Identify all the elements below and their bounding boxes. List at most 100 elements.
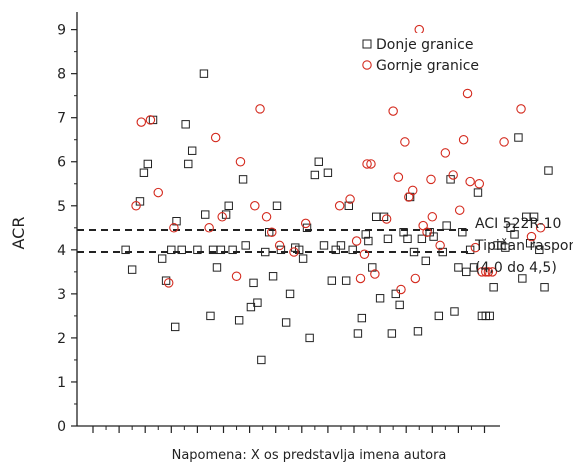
legend-circle-marker [362, 60, 372, 70]
lower-bound-point [187, 146, 197, 155]
lower-bound-point [238, 175, 248, 184]
upper-bound-point [345, 194, 355, 204]
upper-bound-point [388, 106, 398, 116]
lower-bound-point [341, 276, 351, 285]
lower-bound-point [224, 201, 233, 210]
upper-bound-point [267, 227, 277, 237]
x-axis-note: Napomena: X os predstavlja imena autora [172, 448, 447, 463]
upper-bound-point [474, 179, 485, 189]
lower-bound-point [540, 283, 549, 292]
lower-bound-point [450, 307, 459, 316]
lower-bound-point [276, 245, 286, 255]
reference-annotation: ACI 522R-10 Tipičan raspon (4,0 do 4,5) [474, 216, 573, 276]
upper-bound-point [462, 88, 473, 99]
lower-bound-point [127, 265, 137, 274]
y-axis-title: ACR [9, 217, 28, 250]
upper-bound-point [400, 137, 410, 147]
upper-bound-point [499, 137, 509, 147]
legend-box [357, 33, 477, 77]
lower-bound-point [344, 201, 353, 210]
lower-bound-point [421, 256, 430, 266]
lower-bound-point [314, 157, 323, 166]
lower-bound-point [319, 241, 329, 250]
lower-bound-point [417, 234, 427, 244]
upper-bound-point [458, 134, 469, 145]
upper-bound-point [362, 159, 372, 169]
lower-bound-point [403, 234, 412, 244]
upper-bound-point [465, 176, 475, 187]
lower-bound-point [485, 311, 494, 321]
lower-bound-point [234, 316, 244, 325]
upper-bound-point [516, 104, 526, 114]
upper-bound-point [359, 249, 370, 259]
lower-bound-point [143, 159, 153, 169]
upper-bound-point [334, 201, 345, 211]
upper-bound-point [300, 218, 311, 229]
upper-bound-point [470, 242, 481, 253]
upper-bound-point [163, 278, 174, 288]
lower-bound-point [429, 232, 438, 241]
y-tick-label: 8 [57, 67, 66, 83]
lower-bound-point [375, 294, 385, 303]
upper-bound-point [535, 223, 546, 233]
lower-bound-point [387, 329, 397, 338]
lower-bound-point [241, 241, 250, 250]
upper-bound-point [407, 185, 418, 196]
upper-bound-point [483, 267, 494, 277]
upper-bound-point [235, 156, 246, 167]
upper-bound-point [261, 212, 272, 222]
lower-bound-point [336, 241, 346, 250]
lower-bound-point [139, 168, 149, 177]
upper-bound-point [136, 117, 147, 127]
upper-bound-point [393, 172, 404, 182]
upper-bound-point [210, 132, 221, 143]
lower-bound-point [305, 333, 314, 343]
lower-bound-point [544, 166, 553, 175]
legend-label-lower: Donje granice [376, 37, 473, 53]
lower-bound-point [253, 298, 262, 307]
lower-bound-point [323, 168, 333, 177]
lower-bound-point [199, 69, 209, 78]
lower-bound-point [281, 318, 291, 327]
lower-bound-point [184, 159, 193, 169]
lower-bound-point [181, 120, 190, 129]
lower-bound-point [535, 245, 544, 255]
upper-bound-point [448, 170, 458, 180]
data-points [121, 24, 553, 365]
legend: Donje granice Gornje granice [357, 33, 479, 77]
lower-bound-point [442, 221, 451, 230]
lower-bound-point [462, 267, 471, 277]
lower-bound-point [212, 263, 222, 272]
lower-bound-point [514, 133, 523, 142]
lower-bound-point [201, 210, 210, 219]
y-tick-label: 3 [57, 287, 66, 303]
upper-bound-point [204, 223, 214, 233]
reference-lines [77, 229, 470, 254]
lower-bound-point [454, 263, 463, 272]
lower-bound-point [409, 247, 419, 257]
upper-bound-point [435, 240, 445, 251]
legend-label-upper: Gornje granice [376, 58, 479, 74]
lower-bound-point [161, 276, 171, 285]
lower-bound-point [121, 245, 130, 255]
lower-bound-point [272, 201, 282, 210]
lower-bound-point [249, 278, 258, 288]
upper-bound-point [381, 214, 392, 224]
upper-bound-point [454, 205, 465, 215]
upper-bound-point [131, 201, 141, 211]
upper-bound-point [217, 212, 227, 222]
lower-bound-point [331, 245, 340, 255]
x-axis-ticks [92, 426, 486, 433]
y-axis-ticks: 0 1 2 3 4 5 6 7 8 9 [57, 23, 77, 435]
lower-bound-point [246, 302, 256, 312]
y-tick-label: 2 [57, 331, 66, 347]
y-tick-label: 4 [57, 243, 66, 259]
upper-bound-point [231, 271, 242, 282]
upper-bound-point [255, 104, 265, 114]
ref-annotation-line3: (4,0 do 4,5) [475, 260, 557, 276]
upper-bound-point [427, 212, 438, 222]
lower-bound-point [529, 212, 539, 221]
upper-bound-point [477, 267, 487, 277]
lower-bound-point [302, 223, 312, 233]
